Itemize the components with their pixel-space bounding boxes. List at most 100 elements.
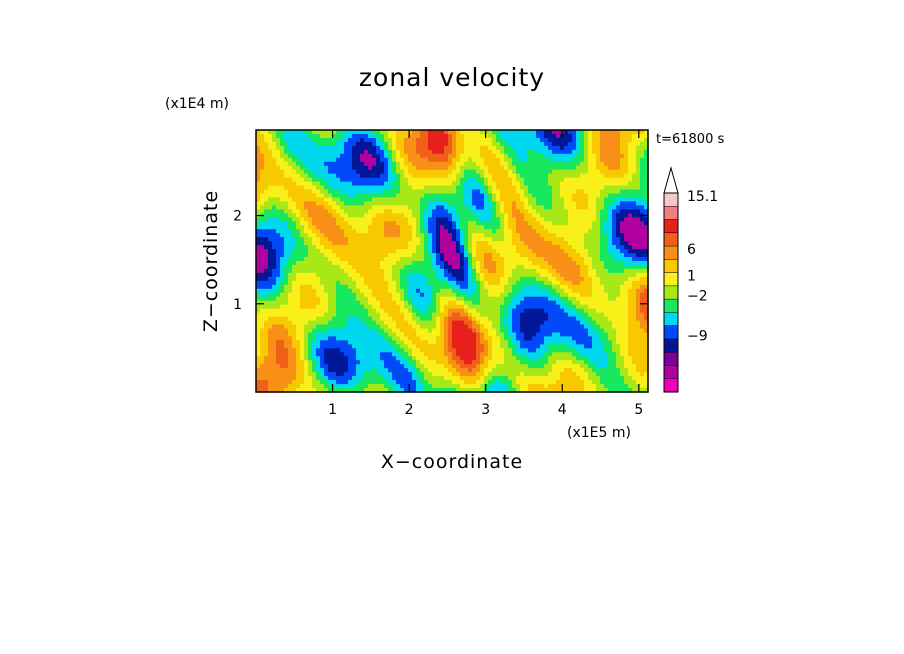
field-cell bbox=[532, 261, 537, 266]
field-cell bbox=[272, 193, 277, 199]
field-cell bbox=[384, 312, 389, 318]
field-cell bbox=[264, 149, 269, 155]
field-cell bbox=[464, 272, 469, 278]
field-cell bbox=[488, 217, 493, 222]
field-cell bbox=[516, 253, 521, 258]
field-cell bbox=[584, 292, 589, 298]
field-cell bbox=[556, 296, 561, 302]
field-cell bbox=[544, 284, 549, 290]
field-cell bbox=[412, 209, 417, 214]
field-cell bbox=[496, 225, 501, 230]
field-cell bbox=[612, 161, 617, 167]
field-cell bbox=[336, 264, 341, 270]
field-cell bbox=[620, 145, 625, 151]
field-cell bbox=[336, 165, 341, 171]
field-cell bbox=[336, 237, 341, 242]
field-cell bbox=[528, 149, 533, 155]
field-cell bbox=[584, 161, 589, 167]
field-cell bbox=[620, 264, 625, 270]
field-cell bbox=[480, 296, 485, 302]
field-cell bbox=[332, 193, 337, 199]
field-cell bbox=[392, 161, 397, 167]
field-cell bbox=[584, 324, 589, 330]
field-cell bbox=[424, 181, 429, 187]
field-cell bbox=[600, 261, 605, 266]
field-cell bbox=[576, 189, 581, 195]
field-cell bbox=[632, 161, 637, 167]
field-cell bbox=[540, 233, 545, 238]
field-cell bbox=[520, 205, 525, 210]
field-cell bbox=[588, 233, 593, 238]
field-cell bbox=[288, 161, 293, 167]
field-cell bbox=[500, 324, 505, 330]
field-cell bbox=[260, 261, 265, 266]
field-cell bbox=[260, 153, 265, 159]
field-cell bbox=[556, 324, 561, 330]
field-cell bbox=[516, 197, 521, 203]
field-cell bbox=[416, 145, 421, 151]
field-cell bbox=[280, 161, 285, 167]
field-cell bbox=[368, 221, 373, 226]
field-cell bbox=[384, 193, 389, 199]
field-cell bbox=[292, 328, 297, 334]
field-cell bbox=[600, 284, 605, 290]
field-cell bbox=[468, 308, 473, 314]
field-cell bbox=[476, 149, 481, 155]
field-cell bbox=[276, 272, 281, 278]
field-cell bbox=[440, 324, 445, 330]
field-cell bbox=[432, 145, 437, 151]
field-cell bbox=[476, 153, 481, 159]
field-cell bbox=[288, 165, 293, 171]
field-cell bbox=[276, 229, 281, 234]
field-cell bbox=[608, 141, 613, 147]
field-cell bbox=[596, 173, 601, 179]
field-cell bbox=[432, 133, 437, 139]
field-cell bbox=[280, 225, 285, 230]
field-cell bbox=[592, 209, 597, 214]
field-cell bbox=[568, 264, 573, 270]
field-cell bbox=[504, 253, 509, 258]
field-cell bbox=[420, 245, 425, 250]
field-cell bbox=[488, 264, 493, 270]
field-cell bbox=[304, 153, 309, 159]
field-cell bbox=[396, 308, 401, 314]
field-cell bbox=[352, 165, 357, 171]
field-cell bbox=[320, 193, 325, 199]
field-cell bbox=[372, 169, 377, 175]
field-cell bbox=[528, 272, 533, 278]
field-cell bbox=[548, 201, 553, 207]
field-cell bbox=[508, 324, 513, 330]
field-cell bbox=[504, 217, 509, 222]
field-cell bbox=[436, 304, 441, 310]
field-cell bbox=[576, 229, 581, 234]
field-cell bbox=[624, 229, 629, 234]
field-cell bbox=[588, 257, 593, 262]
field-cell bbox=[392, 205, 397, 210]
field-cell bbox=[540, 149, 545, 155]
field-cell bbox=[560, 245, 565, 250]
field-cell bbox=[556, 276, 561, 282]
field-cell bbox=[388, 249, 393, 254]
field-cell bbox=[456, 233, 461, 238]
field-cell bbox=[500, 288, 505, 294]
field-cell bbox=[592, 201, 597, 207]
field-cell bbox=[280, 296, 285, 302]
field-cell bbox=[296, 161, 301, 167]
field-cell bbox=[488, 245, 493, 250]
field-cell bbox=[464, 300, 469, 306]
field-cell bbox=[420, 300, 425, 306]
field-cell bbox=[440, 316, 445, 322]
field-cell bbox=[452, 201, 457, 207]
field-cell bbox=[412, 284, 417, 290]
field-cell bbox=[452, 288, 457, 294]
field-cell bbox=[348, 130, 353, 135]
field-cell bbox=[568, 284, 573, 290]
field-cell bbox=[256, 257, 261, 262]
field-cell bbox=[272, 141, 277, 147]
field-cell bbox=[256, 177, 261, 183]
field-cell bbox=[340, 288, 345, 294]
field-cell bbox=[552, 165, 557, 171]
field-cell bbox=[416, 280, 421, 286]
field-cell bbox=[500, 145, 505, 151]
field-cell bbox=[328, 304, 333, 310]
